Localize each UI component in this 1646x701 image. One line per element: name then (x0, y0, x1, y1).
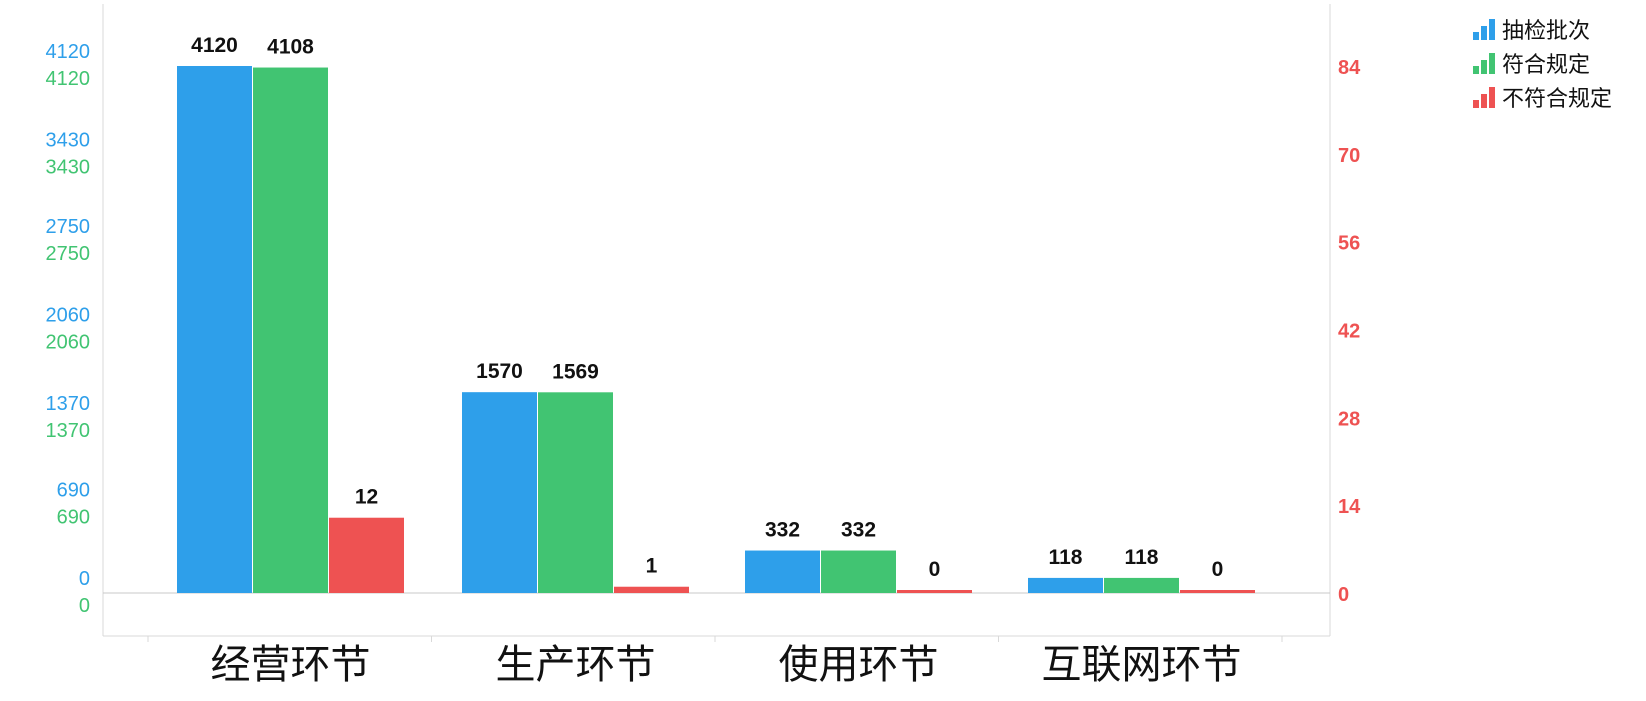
bar (329, 517, 404, 593)
bar-data-label: 1569 (552, 360, 599, 383)
right-tick-label: 70 (1338, 145, 1360, 167)
bar (614, 586, 689, 593)
left-tick-label-green: 1370 (46, 420, 91, 442)
right-tick-label: 0 (1338, 584, 1349, 606)
right-tick-label: 84 (1338, 57, 1361, 79)
right-tick-label: 14 (1338, 496, 1361, 518)
left-tick-label-blue: 3430 (46, 129, 91, 151)
left-tick-label-blue: 690 (57, 480, 90, 502)
bar-data-labels: 4120 4108 12 1570 1569 1 332 332 0 118 118 0 (191, 34, 1223, 581)
category-labels: 经营环节 生产环节 使用环节 互联网环节 (211, 642, 1242, 688)
bar-data-label: 12 (355, 486, 378, 509)
left-tick-label-green: 690 (57, 507, 90, 529)
bar-data-label: 118 (1049, 546, 1083, 569)
bar-data-label: 1570 (476, 360, 523, 383)
bar-data-label: 1 (646, 555, 658, 578)
right-tick-label: 42 (1338, 321, 1360, 343)
legend: 抽检批次 符合规定 不符合规定 (1472, 12, 1612, 114)
bar-data-label: 0 (929, 558, 941, 581)
legend-item-sampled: 抽检批次 (1472, 12, 1612, 46)
bar-data-label: 4108 (267, 36, 314, 59)
left-tick-label-green: 4120 (46, 68, 91, 90)
left-tick-label-green: 2060 (46, 332, 91, 354)
bar (745, 550, 820, 593)
bar-data-label: 332 (765, 519, 800, 542)
bar (462, 392, 537, 593)
bar (1104, 577, 1179, 593)
right-tick-label: 56 (1338, 233, 1360, 255)
bar (1028, 577, 1103, 593)
bar-data-label: 0 (1212, 558, 1224, 581)
bar-data-label: 332 (841, 519, 876, 542)
legend-item-compliant: 符合规定 (1472, 46, 1612, 80)
bar-chart-icon (1473, 53, 1495, 74)
bar-chart-icon (1473, 19, 1495, 40)
category-label: 生产环节 (496, 642, 656, 688)
bar (177, 66, 252, 593)
bar (1180, 590, 1255, 593)
left-axis-ticks: 4120 4120 3430 3430 2750 2750 2060 2060 1370 1370… (46, 41, 91, 617)
left-tick-label-green: 2750 (46, 243, 91, 265)
legend-label: 符合规定 (1502, 53, 1591, 78)
left-tick-label-green: 3430 (46, 156, 91, 178)
right-axis-ticks: 84 70 56 42 28 14 0 (1338, 57, 1361, 606)
left-tick-label-blue: 1370 (46, 393, 91, 415)
category-label: 互联网环节 (1042, 642, 1242, 688)
left-tick-label-blue: 4120 (46, 41, 91, 63)
legend-label: 不符合规定 (1502, 87, 1613, 112)
bars (177, 66, 1255, 593)
bar-chart-icon (1473, 87, 1495, 108)
bar-data-label: 4120 (191, 34, 238, 57)
legend-label: 抽检批次 (1502, 19, 1591, 44)
category-label: 经营环节 (211, 642, 371, 688)
category-label: 使用环节 (779, 642, 939, 688)
bar (821, 550, 896, 593)
bar (538, 392, 613, 593)
bar (897, 590, 972, 593)
right-tick-label: 28 (1338, 408, 1360, 430)
bar (253, 67, 328, 593)
left-tick-label-blue: 2060 (46, 305, 91, 327)
legend-item-noncompliant: 不符合规定 (1472, 80, 1612, 114)
left-tick-label-green: 0 (79, 595, 90, 617)
left-tick-label-blue: 0 (79, 568, 90, 590)
left-tick-label-blue: 2750 (46, 216, 91, 238)
bar-data-label: 118 (1125, 546, 1159, 569)
